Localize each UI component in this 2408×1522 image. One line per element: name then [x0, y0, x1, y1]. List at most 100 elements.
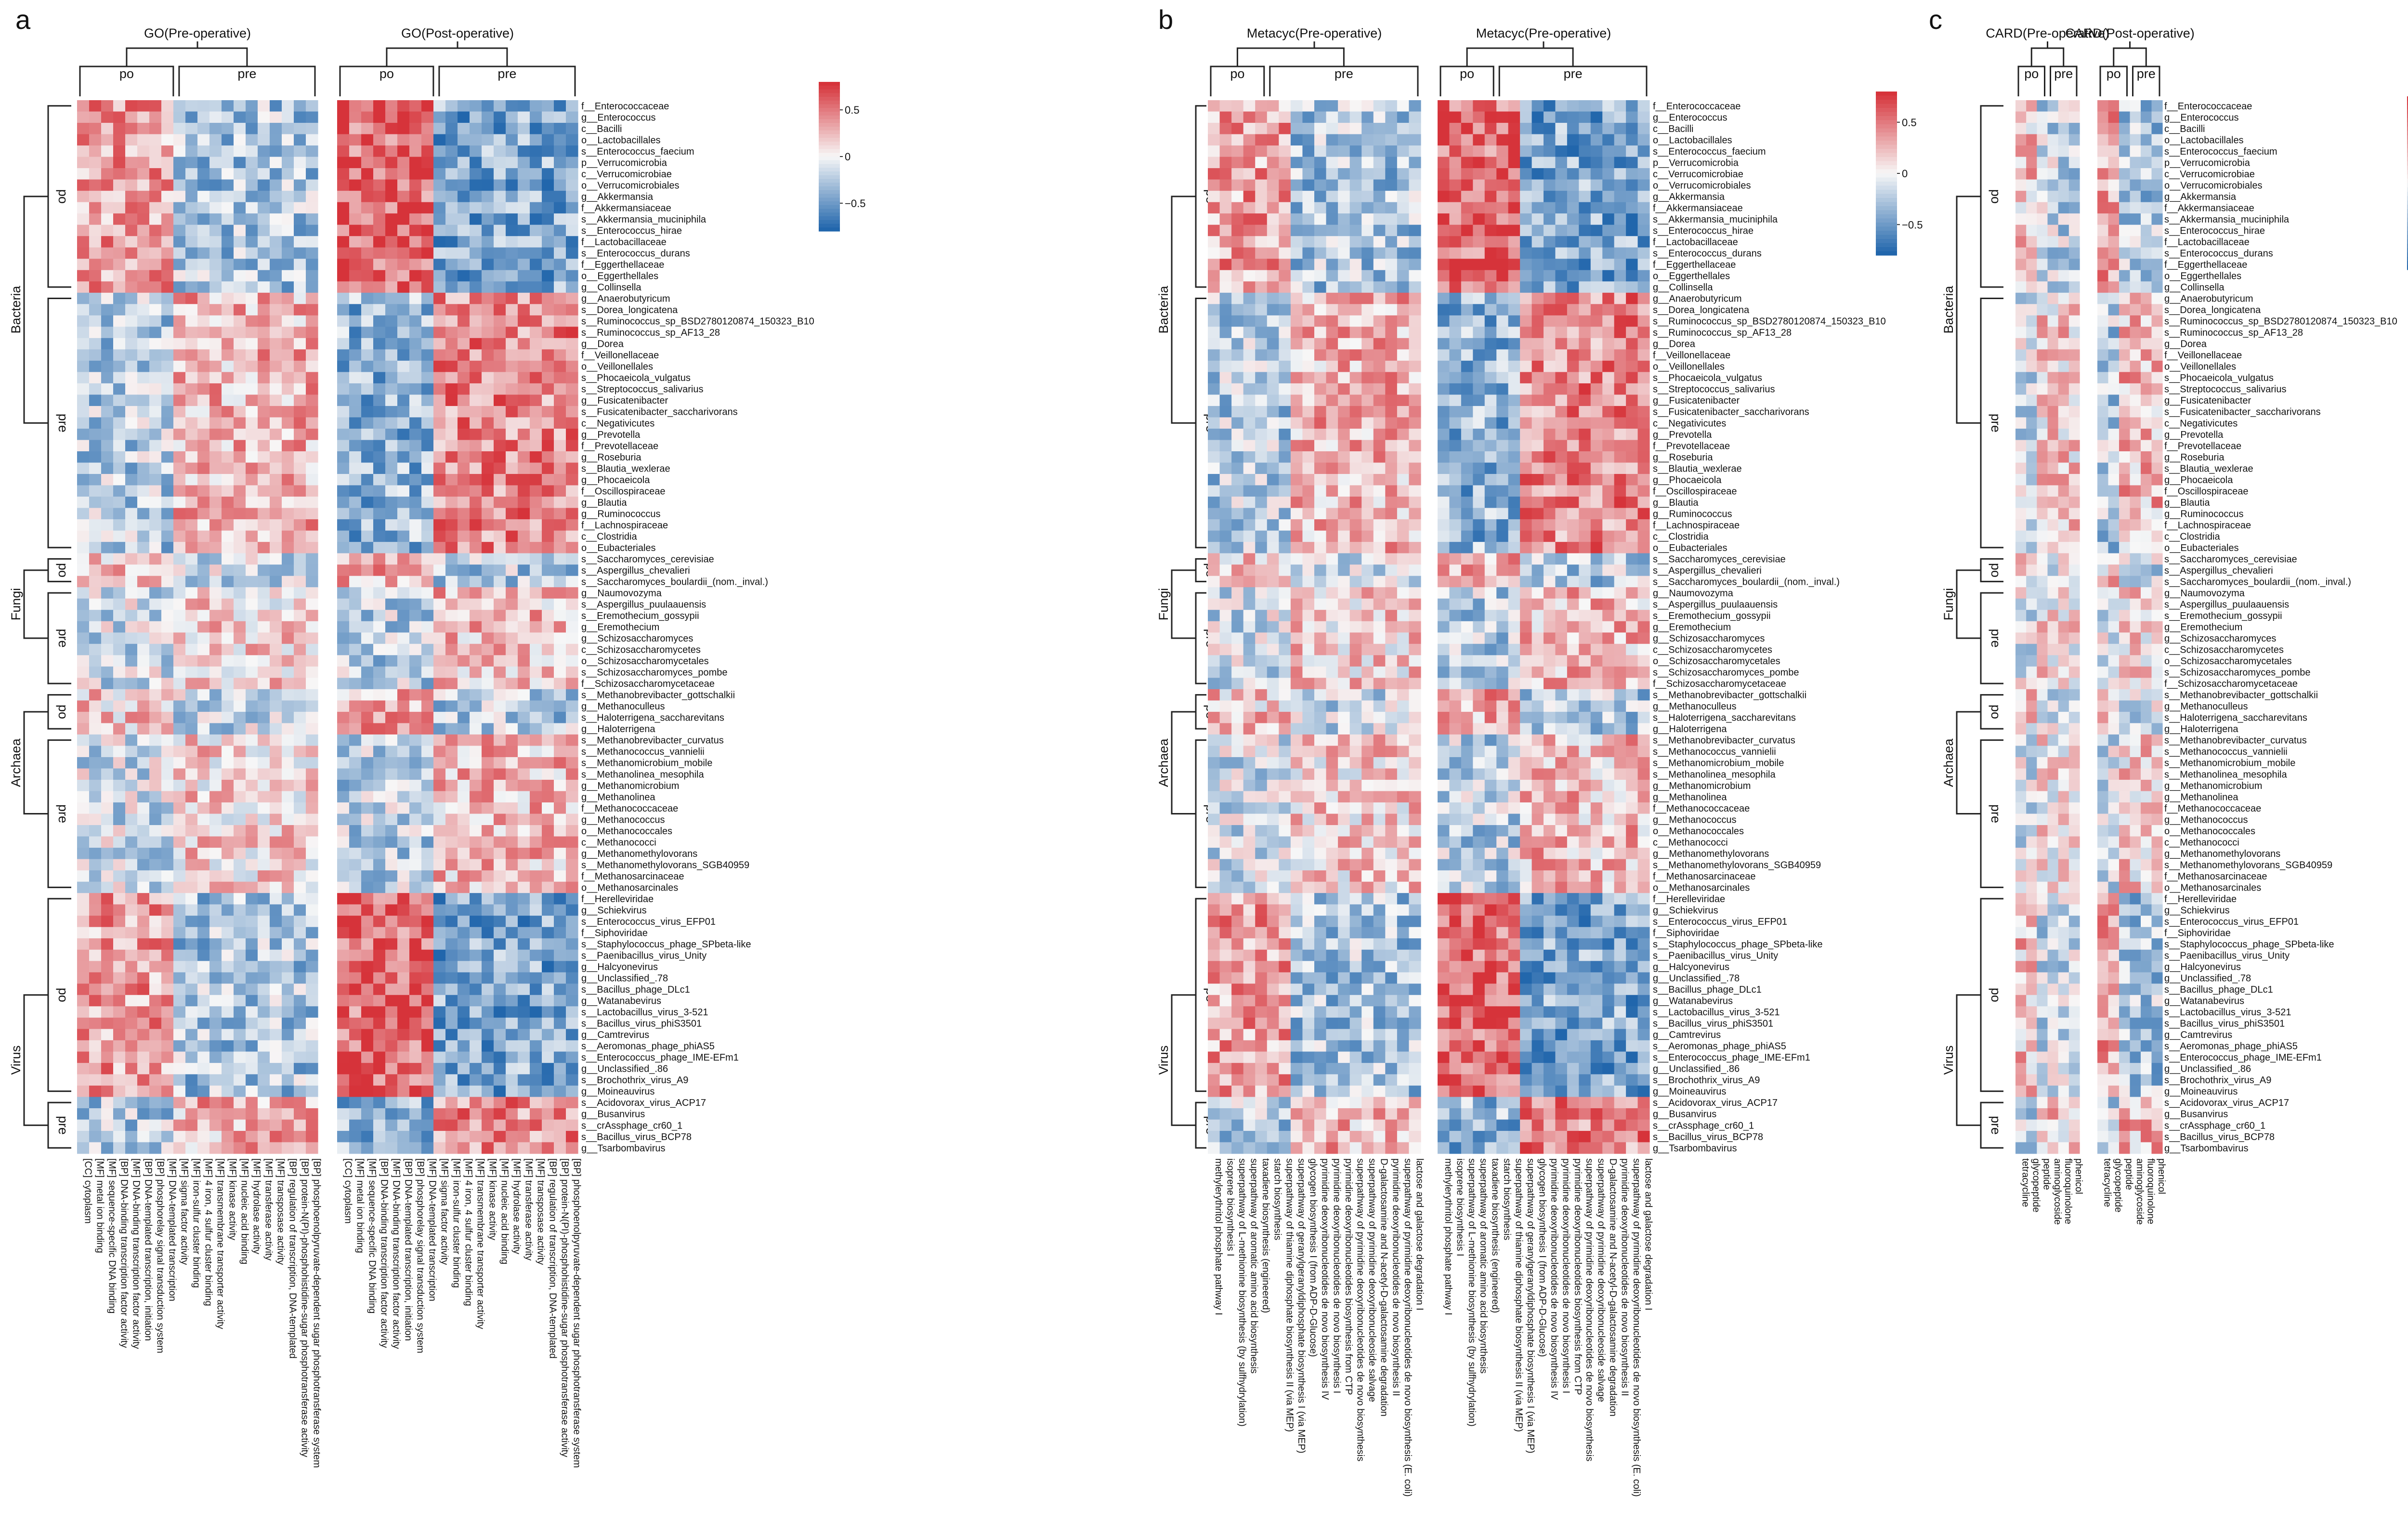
heatmap-cell — [518, 1097, 530, 1109]
heatmap-cell — [494, 1142, 506, 1154]
heatmap-cell — [1219, 632, 1232, 644]
heatmap-cell — [542, 836, 554, 848]
heatmap-cell — [113, 643, 126, 656]
heatmap-cell — [149, 281, 162, 293]
heatmap-cell — [1279, 134, 1291, 146]
heatmap-cell — [554, 315, 566, 327]
heatmap-cell — [209, 1108, 222, 1120]
heatmap-cell — [554, 1142, 566, 1154]
heatmap-cell — [222, 157, 234, 169]
heatmap-cell — [1279, 383, 1291, 395]
heatmap-cell — [306, 553, 318, 565]
heatmap-cell — [349, 655, 362, 667]
heatmap-cell — [1231, 372, 1244, 384]
heatmap-cell — [137, 564, 150, 577]
heatmap-cell — [101, 315, 114, 327]
heatmap-cell — [482, 643, 494, 656]
heatmap-cell — [1243, 587, 1256, 599]
heatmap-cell — [506, 259, 518, 271]
heatmap-cell — [506, 723, 518, 735]
heatmap-cell — [1302, 428, 1315, 441]
heatmap-cell — [197, 643, 210, 656]
heatmap-cell — [470, 292, 482, 304]
heatmap-cell — [433, 904, 446, 916]
heatmap-cell — [197, 542, 210, 554]
heatmap-cell — [397, 100, 410, 112]
heatmap-cell — [349, 519, 362, 531]
heatmap-cell — [282, 881, 294, 893]
heatmap-cell — [197, 1097, 210, 1109]
heatmap-cell — [1279, 259, 1291, 271]
heatmap-cell — [161, 621, 174, 633]
heatmap-cell — [409, 1029, 422, 1041]
heatmap-cell — [222, 372, 234, 384]
heatmap-cell — [542, 757, 554, 769]
heatmap-cell — [306, 916, 318, 928]
heatmap-cell — [1409, 292, 1421, 304]
heatmap-cell — [234, 1119, 246, 1131]
heatmap-cell — [113, 270, 126, 282]
heatmap-cell — [421, 236, 434, 248]
heatmap-cell — [1338, 270, 1350, 282]
heatmap-cell — [89, 134, 102, 146]
heatmap-cell — [258, 881, 270, 893]
heatmap-cell — [197, 360, 210, 372]
heatmap-cell — [397, 791, 410, 803]
heatmap-cell — [197, 893, 210, 905]
heatmap-cell — [433, 259, 446, 271]
heatmap-cell — [482, 157, 494, 169]
heatmap-cell — [421, 689, 434, 701]
heatmap-cell — [101, 564, 114, 577]
heatmap-cell — [125, 1063, 138, 1075]
heatmap-cell — [222, 1085, 234, 1098]
heatmap-cell — [554, 632, 566, 644]
heatmap-cell — [349, 292, 362, 304]
heatmap-cell — [222, 440, 234, 452]
heatmap-cell — [554, 711, 566, 723]
heatmap-cell — [185, 643, 198, 656]
heatmap-cell — [433, 1142, 446, 1154]
heatmap-cell — [1373, 100, 1386, 112]
heatmap-cell — [494, 779, 506, 792]
heatmap-cell — [518, 406, 530, 418]
heatmap-cell — [337, 995, 350, 1007]
heatmap-cell — [209, 576, 222, 588]
heatmap-cell — [77, 383, 90, 395]
heatmap-cell — [385, 134, 398, 146]
heatmap-cell — [361, 813, 374, 826]
row-label-p-verrucomicrobia: p__Verrucomicrobia — [581, 157, 667, 168]
heatmap-cell — [518, 802, 530, 814]
column-label-mf-transferase-activity: [MF] transferase activity — [523, 1158, 534, 1260]
heatmap-cell — [397, 451, 410, 463]
heatmap-cell — [77, 1108, 90, 1120]
heatmap-cell — [1255, 145, 1268, 157]
heatmap-cell — [494, 1130, 506, 1143]
heatmap-cell — [234, 779, 246, 792]
heatmap-cell — [77, 904, 90, 916]
heatmap-cell — [209, 1029, 222, 1041]
heatmap-cell — [270, 315, 282, 327]
heatmap-cell — [1349, 723, 1362, 735]
heatmap-cell — [282, 123, 294, 135]
heatmap-cell — [566, 938, 578, 950]
heatmap-cell — [1279, 304, 1291, 316]
heatmap-cell — [173, 1063, 186, 1075]
heatmap-cell — [1231, 247, 1244, 259]
heatmap-cell — [397, 553, 410, 565]
heatmap-cell — [270, 497, 282, 509]
heatmap-cell — [1409, 406, 1421, 418]
heatmap-cell — [197, 519, 210, 531]
heatmap-cell — [209, 1040, 222, 1052]
heatmap-cell — [1208, 236, 1220, 248]
heatmap-cell — [482, 497, 494, 509]
heatmap-cell — [282, 349, 294, 361]
heatmap-cell — [173, 848, 186, 860]
heatmap-cell — [1361, 281, 1374, 293]
heatmap-cell — [1279, 372, 1291, 384]
heatmap-cell — [1243, 383, 1256, 395]
heatmap-cell — [566, 643, 578, 656]
column-label-bp-phosphorelay-signal-transduction-system: [BP] phosphorelay signal transduction sy… — [415, 1158, 425, 1353]
heatmap-cell — [1208, 145, 1220, 157]
heatmap-cell — [518, 428, 530, 441]
heatmap-cell — [222, 224, 234, 236]
